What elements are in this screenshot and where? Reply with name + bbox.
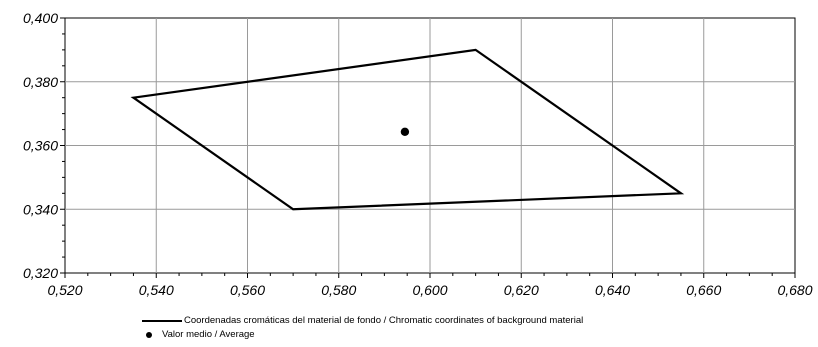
gridlines — [65, 18, 795, 273]
y-tick-label: 0,380 — [23, 74, 58, 90]
x-tick-label: 0,680 — [777, 282, 812, 298]
chromatic-polygon — [130, 48, 685, 211]
x-tick-label: 0,640 — [595, 282, 630, 298]
legend-label-average: Valor medio / Average — [162, 329, 255, 340]
x-tick-label: 0,620 — [504, 282, 539, 298]
legend-dot-swatch — [146, 332, 152, 338]
x-tick-label: 0,660 — [686, 282, 721, 298]
legend-label-polygon: Coordenadas cromáticas del material de f… — [184, 315, 584, 326]
x-tick-label: 0,520 — [47, 282, 82, 298]
y-tick-label: 0,400 — [23, 10, 58, 26]
average-point — [400, 127, 410, 136]
x-tick-label: 0,560 — [230, 282, 265, 298]
x-tick-labels: 0,520 0,540 0,560 0,580 0,600 0,620 0,640 0,660… — [47, 282, 812, 298]
axes — [60, 17, 796, 278]
x-tick-label: 0,580 — [321, 282, 356, 298]
legend-line-swatch — [142, 320, 182, 322]
y-tick-label: 0,360 — [23, 138, 58, 154]
y-tick-label: 0,340 — [23, 201, 58, 217]
chart: 0,520 0,540 0,560 0,580 0,600 0,620 0,640 0,660… — [23, 10, 813, 298]
y-tick-labels: 0,320 0,340 0,360 0,380 0,400 — [23, 10, 58, 281]
x-tick-label: 0,600 — [412, 282, 447, 298]
x-tick-label: 0,540 — [139, 282, 174, 298]
data-marks — [130, 48, 685, 211]
y-tick-label: 0,320 — [23, 265, 58, 281]
